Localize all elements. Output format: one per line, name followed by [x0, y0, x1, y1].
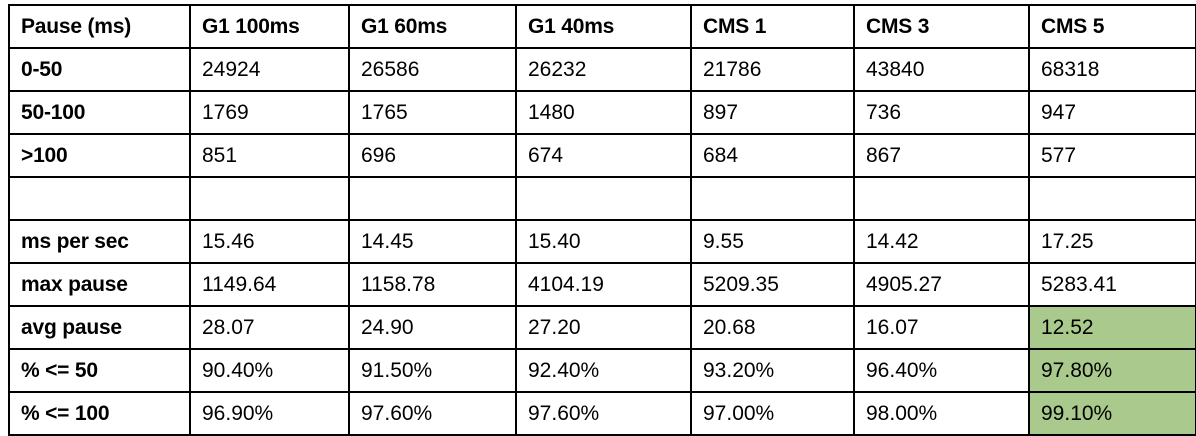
table-cell: 21786 [690, 47, 855, 92]
table-cell: 14.45 [348, 219, 517, 264]
row-label: ms per sec [8, 219, 191, 264]
table-cell: 947 [1028, 90, 1196, 135]
table-cell: 24.90 [348, 305, 517, 350]
table-cell: 5283.41 [1028, 262, 1196, 307]
table-cell: 9.55 [690, 219, 855, 264]
table-cell [189, 176, 350, 221]
table-cell: 92.40% [515, 348, 692, 393]
table-row: % <= 50 90.40% 91.50% 92.40% 93.20% 96.40% 97.… [8, 348, 1196, 393]
column-header: Pause (ms) [8, 4, 191, 49]
table-row: avg pause 28.07 24.90 27.20 20.68 16.07 12.52 [8, 305, 1196, 350]
table-cell: 674 [515, 133, 692, 178]
table-cell-highlighted: 97.80% [1028, 348, 1196, 393]
table-cell: 1765 [348, 90, 517, 135]
table-spacer-row [8, 176, 1196, 221]
table-cell: 1158.78 [348, 262, 517, 307]
table-cell: 26232 [515, 47, 692, 92]
table-cell: 867 [853, 133, 1030, 178]
table-cell: 28.07 [189, 305, 350, 350]
table-cell [348, 176, 517, 221]
column-header: CMS 3 [853, 4, 1030, 49]
table-cell: 1149.64 [189, 262, 350, 307]
table-cell: 96.40% [853, 348, 1030, 393]
column-header: CMS 5 [1028, 4, 1196, 49]
row-label: avg pause [8, 305, 191, 350]
table-cell: 1480 [515, 90, 692, 135]
table-cell: 17.25 [1028, 219, 1196, 264]
table-cell: 24924 [189, 47, 350, 92]
table-cell: 5209.35 [690, 262, 855, 307]
table-cell: 68318 [1028, 47, 1196, 92]
table-cell: 696 [348, 133, 517, 178]
table-cell: 14.42 [853, 219, 1030, 264]
table-row: max pause 1149.64 1158.78 4104.19 5209.35 490… [8, 262, 1196, 307]
table-cell: 4104.19 [515, 262, 692, 307]
table-cell: 90.40% [189, 348, 350, 393]
row-label: >100 [8, 133, 191, 178]
table-row: >100 851 696 674 684 867 577 [8, 133, 1196, 178]
column-header: G1 100ms [189, 4, 350, 49]
column-header: G1 60ms [348, 4, 517, 49]
pause-comparison-table: Pause (ms) G1 100ms G1 60ms G1 40ms CMS 1 CMS… [8, 4, 1196, 436]
table-cell: 1769 [189, 90, 350, 135]
table-cell: 43840 [853, 47, 1030, 92]
table-cell: 20.68 [690, 305, 855, 350]
table-cell: 15.40 [515, 219, 692, 264]
row-label: 0-50 [8, 47, 191, 92]
table-row: 0-50 24924 26586 26232 21786 43840 68318 [8, 47, 1196, 92]
table-cell: 851 [189, 133, 350, 178]
table-cell [690, 176, 855, 221]
table-cell: 577 [1028, 133, 1196, 178]
table-cell-highlighted: 12.52 [1028, 305, 1196, 350]
table-cell: 897 [690, 90, 855, 135]
table-cell [1028, 176, 1196, 221]
row-label: 50-100 [8, 90, 191, 135]
table-cell: 4905.27 [853, 262, 1030, 307]
table-cell: 93.20% [690, 348, 855, 393]
table-cell: 736 [853, 90, 1030, 135]
table-cell: 91.50% [348, 348, 517, 393]
row-label: max pause [8, 262, 191, 307]
row-label [8, 176, 191, 221]
table-row: ms per sec 15.46 14.45 15.40 9.55 14.42 17.25 [8, 219, 1196, 264]
table-cell: 684 [690, 133, 855, 178]
table-cell: 26586 [348, 47, 517, 92]
table-body: Pause (ms) G1 100ms G1 60ms G1 40ms CMS 1 CMS… [8, 4, 1196, 436]
table-cell: 27.20 [515, 305, 692, 350]
table-cell: 16.07 [853, 305, 1030, 350]
table-header-row: Pause (ms) G1 100ms G1 60ms G1 40ms CMS 1 CMS… [8, 4, 1196, 49]
column-header: CMS 1 [690, 4, 855, 49]
pause-comparison-table-container: Pause (ms) G1 100ms G1 60ms G1 40ms CMS 1 CMS… [8, 4, 1196, 436]
table-row: 50-100 1769 1765 1480 897 736 947 [8, 90, 1196, 135]
column-header: G1 40ms [515, 4, 692, 49]
table-cell [853, 176, 1030, 221]
row-label: % <= 50 [8, 348, 191, 393]
table-cell: 15.46 [189, 219, 350, 264]
table-cell [515, 176, 692, 221]
